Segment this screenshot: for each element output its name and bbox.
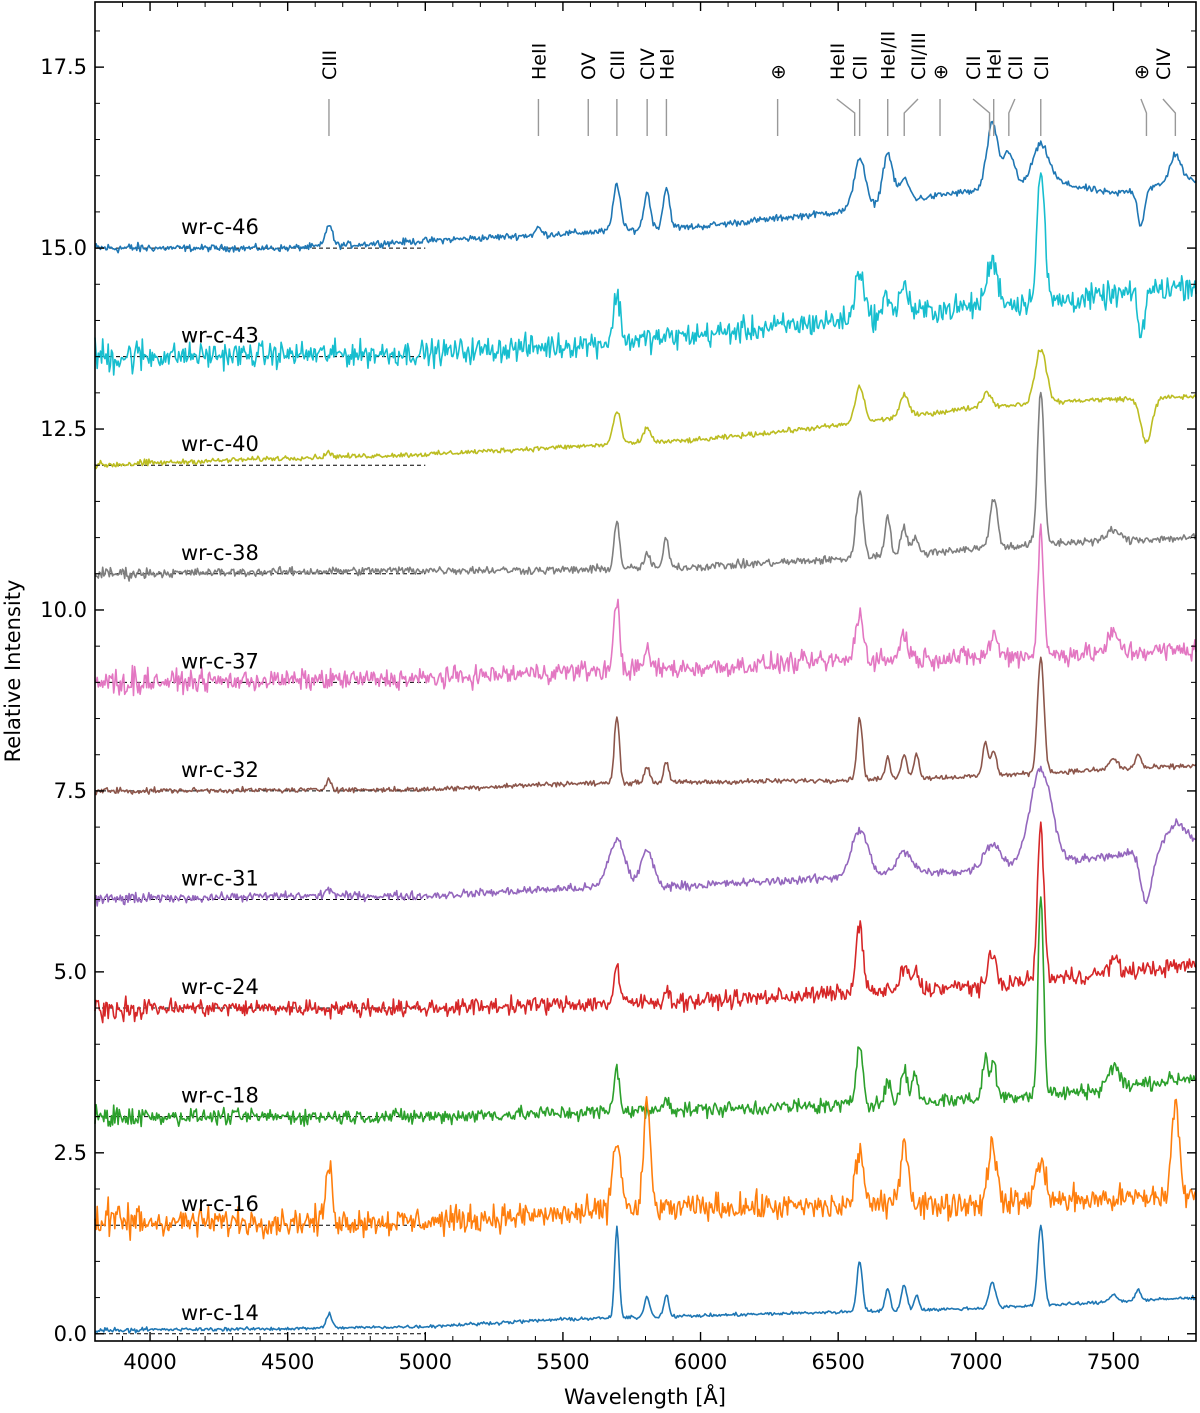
line-id-tick bbox=[1140, 98, 1148, 136]
series-line-wr-c-31 bbox=[94, 765, 1197, 907]
line-id-label: ⊕ bbox=[1131, 64, 1153, 80]
plot-frame bbox=[94, 1, 1197, 1342]
line-id-label: CIV bbox=[637, 48, 659, 80]
series-label: wr-c-46 bbox=[181, 215, 259, 239]
line-id-label: OV bbox=[578, 52, 600, 80]
y-tick-label: 2.5 bbox=[54, 1141, 87, 1165]
y-axis-title: Relative Intensity bbox=[1, 580, 25, 763]
series-label: wr-c-43 bbox=[181, 324, 259, 348]
line-id-label: CII/III bbox=[908, 32, 930, 80]
line-id-label: CIII bbox=[607, 50, 629, 80]
series-label: wr-c-40 bbox=[181, 432, 259, 456]
x-tick-label: 7000 bbox=[949, 1350, 1002, 1374]
y-tick-label: 12.5 bbox=[40, 417, 87, 441]
series-line-wr-c-43 bbox=[94, 172, 1197, 376]
line-id-tick bbox=[1008, 98, 1016, 136]
line-id-label: HeI bbox=[984, 48, 1006, 80]
series-line-wr-c-16 bbox=[94, 1096, 1197, 1241]
y-tick-label: 17.5 bbox=[40, 55, 87, 79]
x-tick-label: 7500 bbox=[1087, 1350, 1140, 1374]
series-line-wr-c-46 bbox=[94, 120, 1197, 254]
x-tick-label: 5000 bbox=[399, 1350, 452, 1374]
line-id-tick bbox=[836, 98, 856, 136]
y-tick-label: 7.5 bbox=[54, 779, 87, 803]
x-axis-title: Wavelength [Å] bbox=[564, 1383, 726, 1409]
line-id-tick bbox=[1162, 98, 1177, 136]
x-tick-label: 6000 bbox=[674, 1350, 727, 1374]
line-id-label: CII bbox=[963, 56, 985, 80]
series-label: wr-c-32 bbox=[181, 758, 259, 782]
series-line-wr-c-37 bbox=[94, 523, 1197, 697]
line-id-label: CII bbox=[850, 56, 872, 80]
y-tick-label: 10.0 bbox=[40, 598, 87, 622]
x-tick-label: 4500 bbox=[261, 1350, 314, 1374]
series-label: wr-c-16 bbox=[181, 1192, 259, 1216]
y-tick-label: 15.0 bbox=[40, 236, 87, 260]
line-id-label: HeII bbox=[827, 43, 849, 80]
x-tick-label: 6500 bbox=[811, 1350, 864, 1374]
line-id-label: CIII bbox=[319, 50, 341, 80]
series-group bbox=[94, 120, 1197, 1334]
series-line-wr-c-32 bbox=[94, 656, 1197, 796]
series-label: wr-c-24 bbox=[181, 975, 259, 999]
x-tick-label: 5500 bbox=[536, 1350, 589, 1374]
series-line-wr-c-24 bbox=[94, 821, 1197, 1024]
series-label: wr-c-37 bbox=[181, 649, 259, 673]
line-id-label: CII bbox=[1005, 56, 1027, 80]
line-id-label: CII bbox=[1031, 56, 1053, 80]
line-id-label: HeI/II bbox=[878, 31, 900, 80]
line-id-tick bbox=[972, 98, 991, 136]
series-line-wr-c-18 bbox=[94, 896, 1197, 1128]
line-id-tick bbox=[903, 98, 919, 136]
axis-ticks: 4000 4500 5000 5500 6000 6500 7000 7500 0.0 2.5 5.… bbox=[40, 2, 1196, 1374]
x-tick-label: 4000 bbox=[123, 1350, 176, 1374]
line-id-label: ⊕ bbox=[930, 64, 952, 80]
series-line-wr-c-14 bbox=[94, 1224, 1197, 1334]
line-id-label: ⊕ bbox=[768, 64, 790, 80]
series-label: wr-c-14 bbox=[181, 1301, 259, 1325]
y-tick-label: 5.0 bbox=[54, 960, 87, 984]
line-id-label: HeI bbox=[656, 48, 678, 80]
series-label: wr-c-31 bbox=[181, 866, 259, 890]
series-label: wr-c-38 bbox=[181, 541, 259, 565]
line-id-label: HeII bbox=[528, 43, 550, 80]
line-id-label: CIV bbox=[1153, 48, 1175, 80]
series-line-wr-c-40 bbox=[94, 348, 1197, 470]
y-tick-label: 0.0 bbox=[54, 1322, 87, 1346]
series-line-wr-c-38 bbox=[94, 391, 1197, 582]
series-labels: wr-c-46 wr-c-43 wr-c-40 wr-c-38 wr-c-37 wr-c-… bbox=[181, 215, 259, 1325]
series-label: wr-c-18 bbox=[181, 1084, 259, 1108]
